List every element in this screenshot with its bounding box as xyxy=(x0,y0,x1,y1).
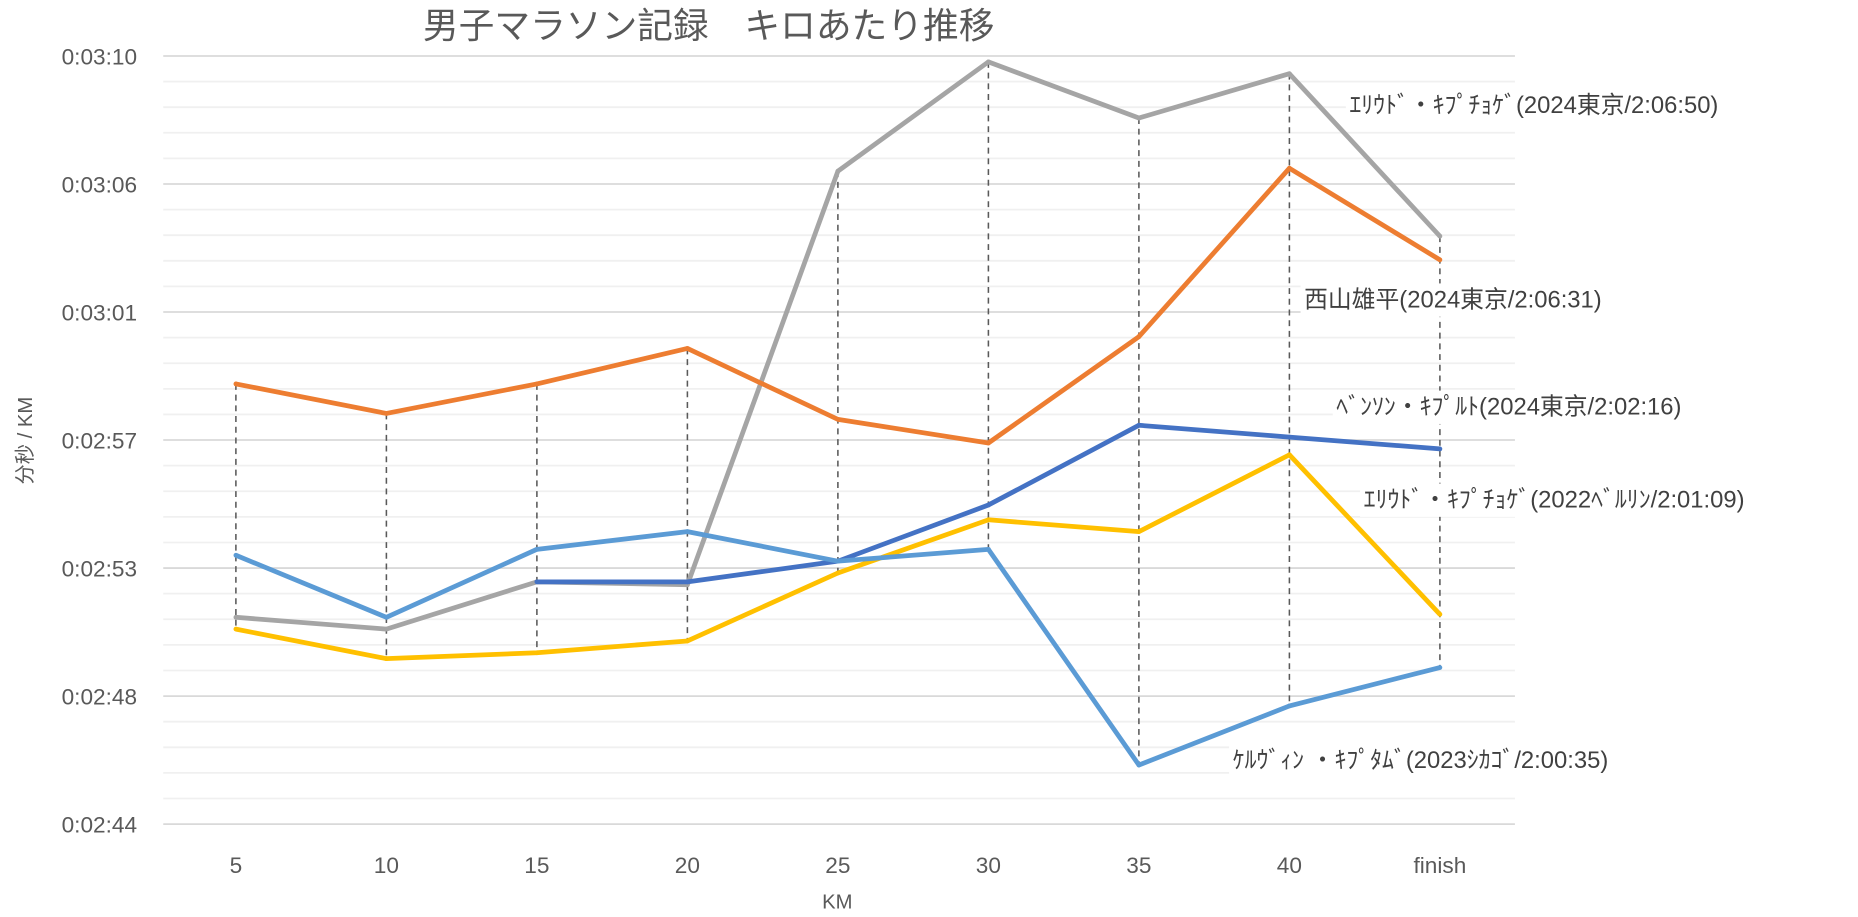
y-tick-label: 0:03:06 xyxy=(62,172,137,197)
data-point xyxy=(1437,257,1443,263)
series-label: ｴﾘｳﾄﾞ・ｷﾌﾟﾁｮｹﾞ(2024東京/2:06:50) xyxy=(1349,92,1718,119)
data-point xyxy=(986,517,991,523)
label-background xyxy=(1332,390,1686,424)
data-point xyxy=(1287,452,1292,458)
data-point xyxy=(1136,115,1142,121)
data-point xyxy=(233,381,239,387)
x-tick-label: 25 xyxy=(825,853,850,878)
data-point xyxy=(986,59,991,65)
label-background xyxy=(1229,744,1612,778)
data-point xyxy=(835,570,841,576)
data-point xyxy=(835,416,841,422)
data-point xyxy=(685,529,690,535)
y-tick-label: 0:02:44 xyxy=(62,812,137,837)
series-label: 西山雄平(2024東京/2:06:31) xyxy=(1304,286,1602,313)
x-tick-label: finish xyxy=(1414,853,1467,878)
y-tick-label: 0:02:48 xyxy=(62,684,137,709)
data-point xyxy=(233,552,239,558)
data-point xyxy=(685,346,690,351)
series-line-4 xyxy=(234,529,1441,768)
series-lines xyxy=(233,59,1443,768)
data-point xyxy=(384,626,389,632)
x-axis-ticks: 5 10 15 20 25 30 35 40 finish xyxy=(230,853,1467,878)
series-labels: ｴﾘｳﾄﾞ・ｷﾌﾟﾁｮｹﾞ(2024東京/2:06:50) 西山雄平(2024東京… xyxy=(1229,89,1749,778)
x-tick-label: 5 xyxy=(230,853,243,878)
x-axis-title: KM xyxy=(822,892,852,914)
label-background xyxy=(1345,89,1722,123)
data-point xyxy=(534,381,540,387)
data-point xyxy=(986,546,991,552)
series-label: ｹﾙｳﾞｨﾝ ・ｷﾌﾟﾀﾑﾞ(2023ｼｶｺﾞ/2:00:35) xyxy=(1233,747,1609,774)
x-tick-label: 30 xyxy=(976,853,1001,878)
data-point xyxy=(233,626,239,632)
data-point xyxy=(685,579,690,585)
x-tick-label: 10 xyxy=(374,853,399,878)
series-label: ｴﾘｳﾄﾞ・ｷﾌﾟﾁｮｹﾞ(2022ﾍﾞﾙﾘﾝ/2:01:09) xyxy=(1364,486,1745,513)
data-point xyxy=(1136,529,1142,535)
x-tick-label: 15 xyxy=(524,853,549,878)
data-point xyxy=(1287,71,1292,77)
y-tick-label: 0:03:01 xyxy=(62,300,137,325)
data-point xyxy=(1437,233,1443,239)
data-point xyxy=(1287,703,1292,709)
series-label: ﾍﾞﾝｿﾝ・ｷﾌﾟﾙﾄ(2024東京/2:02:16) xyxy=(1336,393,1681,420)
data-point xyxy=(1287,434,1292,440)
y-axis-title: 分秒 / KM xyxy=(14,397,37,485)
data-point xyxy=(835,558,841,564)
y-tick-label: 0:02:53 xyxy=(62,556,137,581)
data-point xyxy=(1437,665,1443,670)
x-tick-label: 40 xyxy=(1277,853,1302,878)
y-tick-label: 0:03:10 xyxy=(62,44,137,69)
y-tick-label: 0:02:57 xyxy=(62,428,137,453)
data-point xyxy=(685,638,690,644)
data-point xyxy=(1136,762,1142,768)
data-point xyxy=(1136,334,1142,340)
data-point xyxy=(534,579,540,585)
chart-title: 男子マラソン記録 キロあたり推移 xyxy=(423,6,995,46)
data-point xyxy=(534,546,540,552)
data-point xyxy=(1287,165,1292,171)
x-tick-label: 35 xyxy=(1126,853,1151,878)
label-background xyxy=(1360,483,1749,517)
x-tick-label: 20 xyxy=(675,853,700,878)
data-point xyxy=(986,502,991,508)
data-point xyxy=(835,168,841,174)
data-point xyxy=(1136,422,1142,428)
data-point xyxy=(534,650,540,656)
y-axis-ticks: 0:02:44 0:02:48 0:02:53 0:02:57 0:03:01 0:03:… xyxy=(62,44,137,837)
label-background xyxy=(1300,283,1606,317)
data-point xyxy=(1437,611,1443,617)
data-point xyxy=(1437,446,1443,452)
data-point xyxy=(384,656,389,662)
data-point xyxy=(986,440,991,446)
data-point xyxy=(384,614,389,620)
data-point xyxy=(384,411,389,416)
data-point xyxy=(233,614,239,620)
